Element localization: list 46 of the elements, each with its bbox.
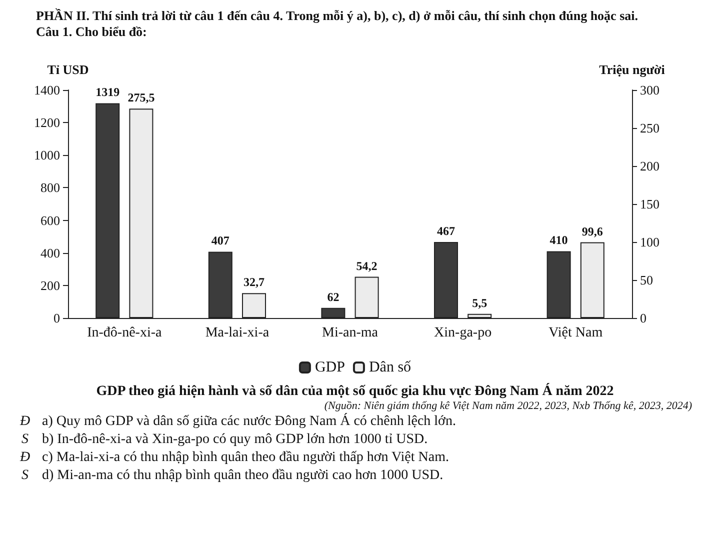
text: Đ [18,414,32,430]
y-tick-label: 200 [40,278,60,293]
data-label: 99,6 [582,224,603,238]
x-tick-label: Ma-lai-xi-a [205,326,270,340]
data-label: 32,7 [244,275,264,290]
text: b) In-đô-nê-xi-a và Xin-ga-po có quy mô GDP lớn hơn 1000 tỉ USD. [42,432,428,448]
y2-tick-label: 100 [640,234,660,250]
data-label: 62 [327,290,340,304]
y2-tick-label: 300 [640,82,660,98]
text: S [20,468,30,484]
y-tick-label: 1400 [34,82,60,98]
text: Đ [18,450,32,466]
y-tick-label: 1200 [34,115,60,130]
data-label: 467 [437,224,455,238]
y2-tick-label: 0 [640,310,646,326]
y2-tick-label: 200 [640,158,660,174]
y-tick-label: 1000 [34,148,60,163]
text: PHẦN II. Thí sinh trả lời từ câu 1 đến câu 4. Trong mỗi ý a), b), c), d) ở mỗi câu, thí sinh chọn đúng hoặc sai. [35,8,639,24]
data-label: 5,5 [472,296,488,310]
text: a) Quy mô GDP và dân số giữa các nước Đông Nam Á có chênh lệch lớn. [42,414,456,430]
y-axis-title: Tỉ USD [47,62,89,77]
y-tick-label: 0 [54,310,60,326]
data-label: 410 [550,233,568,248]
text: Câu 1. Cho biểu đồ: [35,24,148,40]
data-label: 407 [211,234,230,248]
data-label: 1319 [96,85,120,100]
x-tick-label: In-đô-nê-xi-a [87,326,162,340]
y-tick-label: 400 [40,245,60,260]
text: (Nguồn: Niên giám thống kê Việt Nam năm 2022, 2023, Nxb Thống kê, 2023, 2024) [323,400,693,412]
x-tick-label: Mi-an-ma [322,326,379,340]
data-label: 54,2 [356,258,378,273]
x-tick-label: Xin-ga-po [434,326,492,340]
text: c) Ma-lai-xi-a có thu nhập bình quân theo đầu người thấp hơn Việt Nam. [42,450,449,466]
legend-label: GDP [314,360,345,376]
y2-tick-label: 250 [640,120,660,136]
text: d) Mi-an-ma có thu nhập bình quân theo đầu người cao hơn 1000 USD. [42,468,444,484]
y2-tick-label: 150 [640,196,660,212]
data-label: 275,5 [128,90,155,105]
y2-axis-title: Triệu người [599,62,666,77]
y2-tick-label: 50 [640,272,653,288]
x-tick-label: Việt Nam [548,326,603,340]
legend-label: Dân số [368,360,412,376]
y-tick-label: 600 [40,212,60,228]
y-tick-label: 800 [40,180,60,196]
text: GDP theo giá hiện hành và số dân của một số quốc gia khu vực Đông Nam Á năm 2022 [95,384,615,400]
text: S [20,432,30,448]
